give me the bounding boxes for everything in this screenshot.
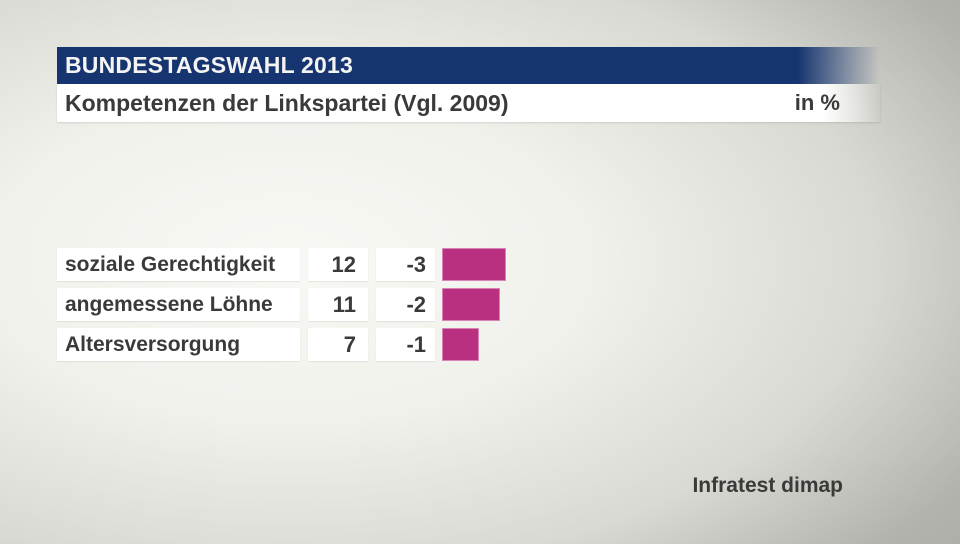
- row-value: 11: [308, 288, 368, 321]
- header-title: BUNDESTAGSWAHL 2013: [65, 52, 353, 78]
- row-label: Altersversorgung: [57, 328, 300, 361]
- row-bar: [442, 248, 506, 281]
- header-title-bar: BUNDESTAGSWAHL 2013: [57, 47, 880, 84]
- unit-label: in %: [794, 90, 840, 115]
- table-row: angemessene Löhne 11 -2: [57, 288, 506, 321]
- table-row: soziale Gerechtigkeit 12 -3: [57, 248, 506, 281]
- row-value: 12: [308, 248, 368, 281]
- row-bar: [442, 328, 480, 361]
- row-change: -3: [376, 248, 435, 281]
- row-bar: [442, 288, 501, 321]
- bar-chart: soziale Gerechtigkeit 12 -3 angemessene …: [57, 248, 506, 368]
- chart-subtitle: Kompetenzen der Linkspartei (Vgl. 2009): [65, 89, 509, 116]
- row-value: 7: [308, 328, 368, 361]
- header-subtitle-bar: Kompetenzen der Linkspartei (Vgl. 2009) …: [57, 84, 880, 122]
- row-change: -1: [376, 328, 435, 361]
- table-row: Altersversorgung 7 -1: [57, 328, 506, 361]
- row-label: angemessene Löhne: [57, 288, 300, 321]
- row-change: -2: [376, 288, 435, 321]
- row-label: soziale Gerechtigkeit: [57, 248, 300, 281]
- source-label: Infratest dimap: [692, 474, 843, 497]
